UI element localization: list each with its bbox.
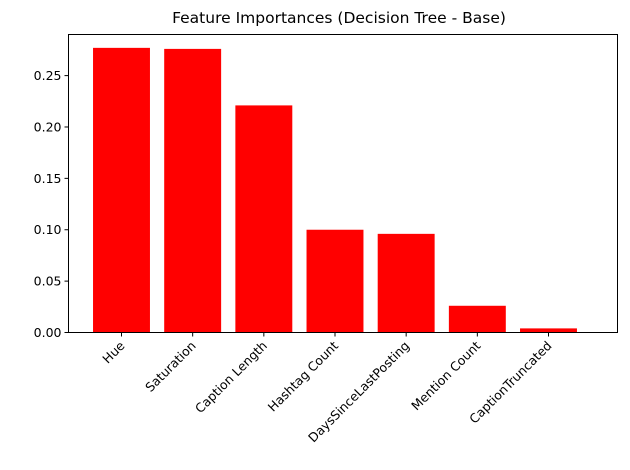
bar-caption-length bbox=[235, 105, 293, 333]
y-axis: 0.00 0.05 0.10 0.15 0.20 0.25 bbox=[34, 68, 69, 340]
y-tick-label: 0.15 bbox=[34, 171, 62, 186]
chart-title: Feature Importances (Decision Tree - Bas… bbox=[172, 9, 506, 27]
bar-saturation bbox=[164, 48, 222, 333]
y-tick-label: 0.20 bbox=[34, 119, 62, 134]
bars-group bbox=[93, 47, 577, 333]
y-tick-label: 0.25 bbox=[34, 68, 62, 83]
x-tick-label: Hashtag Count bbox=[265, 338, 341, 414]
bar-hue bbox=[93, 47, 150, 333]
y-tick-label: 0.00 bbox=[34, 325, 62, 340]
plot-frame bbox=[68, 34, 618, 333]
x-tick-label: Caption Length bbox=[192, 338, 270, 416]
bar-captiontruncated bbox=[520, 328, 577, 333]
x-tick-label: Saturation bbox=[142, 338, 199, 395]
y-tick-label: 0.05 bbox=[34, 274, 62, 289]
bar-dayssincelastposting bbox=[377, 233, 435, 333]
x-tick-label: Mention Count bbox=[408, 338, 483, 413]
bar-hashtag-count bbox=[306, 229, 364, 333]
x-tick-label: Hue bbox=[99, 338, 128, 367]
bar-mention-count bbox=[448, 305, 506, 333]
y-tick-label: 0.10 bbox=[34, 222, 62, 237]
